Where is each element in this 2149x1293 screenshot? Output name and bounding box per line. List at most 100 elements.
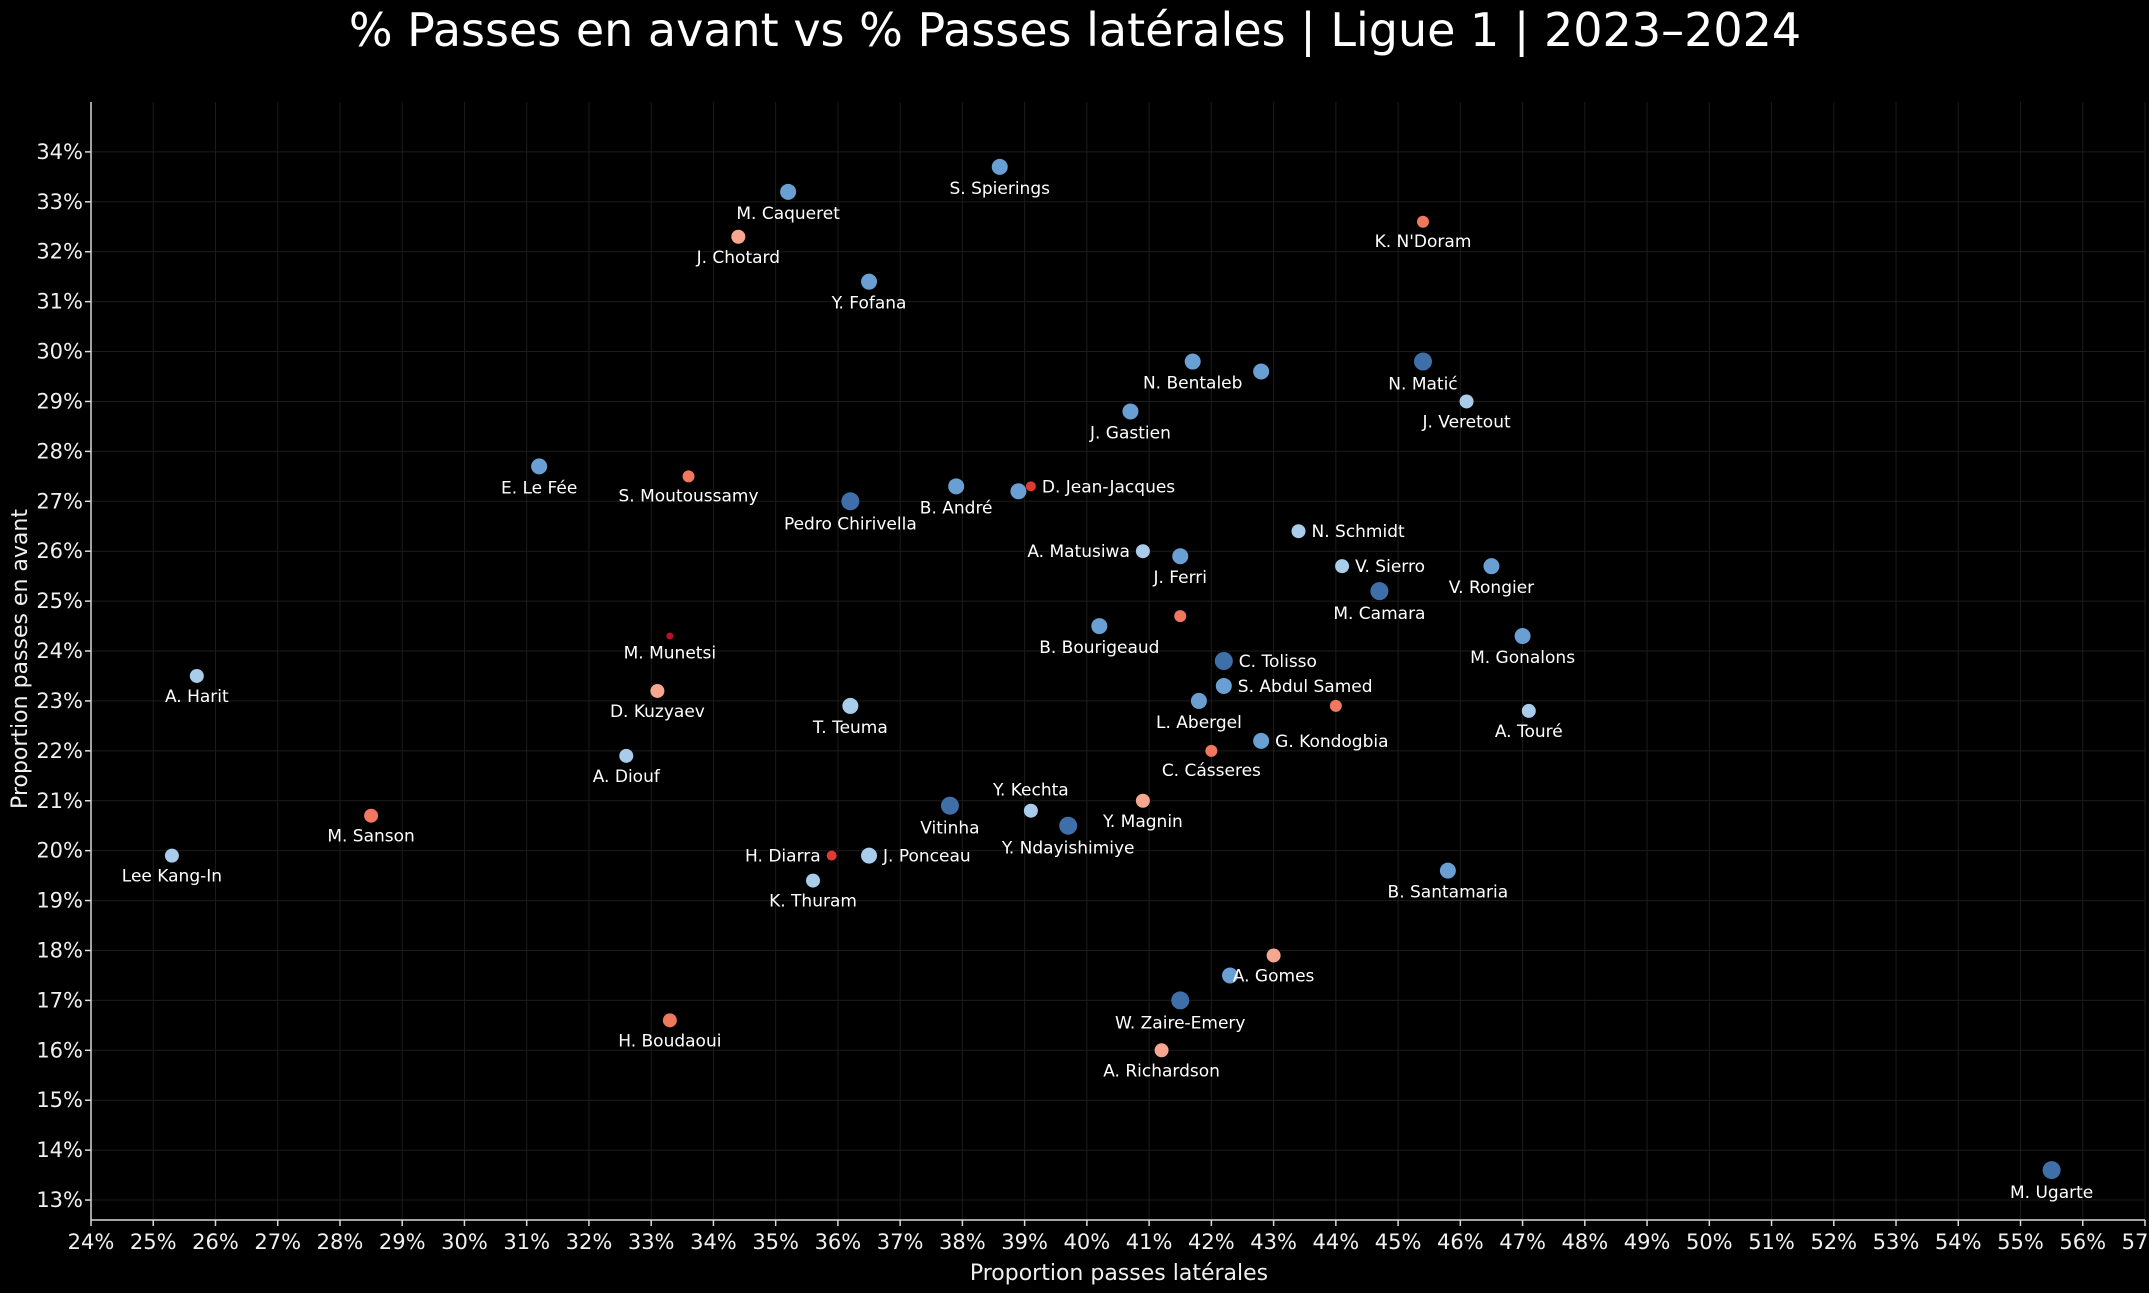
point-label: Y. Magnin <box>1102 812 1183 832</box>
point-label: H. Diarra <box>745 847 821 867</box>
point-label: C. Tolisso <box>1239 652 1317 672</box>
data-point <box>1174 610 1187 623</box>
data-point <box>1010 483 1027 500</box>
data-point <box>1215 677 1232 694</box>
y-tick-label: 26% <box>36 539 83 563</box>
data-point <box>1514 628 1531 645</box>
point-label: Y. Fofana <box>831 294 907 314</box>
chart-title: % Passes en avant vs % Passes latérales … <box>349 3 1801 58</box>
x-tick-label: 54% <box>1935 1230 1982 1254</box>
point-label: Y. Ndayishimiye <box>1001 839 1135 859</box>
y-tick-label: 16% <box>36 1038 83 1062</box>
data-point <box>861 273 878 290</box>
point-label: K. Thuram <box>769 892 857 912</box>
x-tick-label: 45% <box>1375 1230 1422 1254</box>
data-point <box>164 848 179 863</box>
data-point <box>1483 558 1500 575</box>
x-tick-label: 46% <box>1437 1230 1484 1254</box>
x-tick-label: 33% <box>628 1230 675 1254</box>
point-labels: S. Spierings M. Caqueret J. Chotard Y. Fofa… <box>122 179 2093 1203</box>
data-point <box>1135 544 1150 559</box>
x-tick-label: 36% <box>815 1230 862 1254</box>
data-point <box>731 229 746 244</box>
data-point <box>1416 215 1429 228</box>
y-tick-label: 22% <box>36 739 83 763</box>
data-point <box>1184 353 1201 370</box>
y-tick-label: 15% <box>36 1088 83 1112</box>
data-point <box>1154 1043 1169 1058</box>
data-point <box>1190 692 1207 709</box>
point-label: V. Sierro <box>1355 557 1425 577</box>
y-tick-label: 21% <box>36 789 83 813</box>
x-tick-label: 31% <box>503 1230 550 1254</box>
point-label: L. Abergel <box>1156 713 1242 733</box>
point-label: A. Gomes <box>1233 966 1315 986</box>
point-label: N. Matić <box>1388 375 1457 395</box>
x-tick-label: 32% <box>566 1230 613 1254</box>
data-point <box>1521 703 1536 718</box>
x-tick-label: 27% <box>254 1230 301 1254</box>
data-point <box>1222 967 1239 984</box>
point-label: D. Jean-Jacques <box>1042 477 1175 497</box>
point-label: M. Ugarte <box>2010 1183 2093 1203</box>
x-tick-label: 44% <box>1313 1230 1360 1254</box>
x-tick-label: 39% <box>1001 1230 1048 1254</box>
y-tick-label: 25% <box>36 589 83 613</box>
point-label: T. Teuma <box>812 718 888 738</box>
x-tick-label: 53% <box>1873 1230 1920 1254</box>
x-tick-label: 50% <box>1686 1230 1733 1254</box>
y-tick-label: 24% <box>36 639 83 663</box>
x-tick-label: 37% <box>877 1230 924 1254</box>
point-label: M. Sanson <box>327 827 415 847</box>
x-tick-label: 52% <box>1810 1230 1857 1254</box>
x-tick-label: 24% <box>68 1230 115 1254</box>
data-point <box>841 492 860 511</box>
point-label: K. N'Doram <box>1375 232 1472 252</box>
data-point <box>780 183 797 200</box>
x-tick-label: 43% <box>1250 1230 1297 1254</box>
point-label: S. Spierings <box>949 179 1050 199</box>
data-point <box>1135 793 1150 808</box>
data-point <box>1253 363 1270 380</box>
data-point <box>1266 948 1281 963</box>
point-label: N. Bentaleb <box>1143 374 1242 394</box>
data-point <box>666 632 674 640</box>
x-tick-label: 38% <box>939 1230 986 1254</box>
x-tick-label: 57% <box>2122 1230 2149 1254</box>
point-label: M. Gonalons <box>1470 648 1575 668</box>
x-tick-label: 29% <box>379 1230 426 1254</box>
data-point <box>1329 699 1342 712</box>
y-tick-label: 31% <box>36 290 83 314</box>
point-label: A. Matusiwa <box>1027 542 1130 562</box>
x-tick-label: 25% <box>130 1230 177 1254</box>
y-tick-label: 17% <box>36 988 83 1012</box>
data-point <box>1171 991 1190 1010</box>
x-tick-label: 34% <box>690 1230 737 1254</box>
x-tick-label: 56% <box>2059 1230 2106 1254</box>
point-label: Pedro Chirivella <box>784 514 917 534</box>
point-label: M. Caqueret <box>736 204 840 224</box>
x-axis-label: Proportion passes latérales <box>970 1261 1268 1286</box>
point-label: V. Rongier <box>1449 578 1534 598</box>
point-label: Y. Kechta <box>992 781 1069 801</box>
data-point <box>861 847 878 864</box>
y-tick-label: 18% <box>36 938 83 962</box>
x-tick-label: 49% <box>1624 1230 1671 1254</box>
point-label: J. Veretout <box>1421 412 1511 432</box>
y-tick-label: 29% <box>36 389 83 413</box>
data-point <box>531 458 548 475</box>
data-point <box>1439 862 1456 879</box>
data-points <box>164 158 2061 1180</box>
data-point <box>682 470 695 483</box>
data-point <box>1335 559 1350 574</box>
data-point <box>662 1013 677 1028</box>
data-point <box>1459 394 1474 409</box>
y-tick-label: 32% <box>36 240 83 264</box>
point-label: Lee Kang-In <box>122 867 222 887</box>
data-point <box>364 808 379 823</box>
x-tick-label: 42% <box>1188 1230 1235 1254</box>
data-point <box>1122 403 1139 420</box>
data-point <box>1214 652 1233 670</box>
